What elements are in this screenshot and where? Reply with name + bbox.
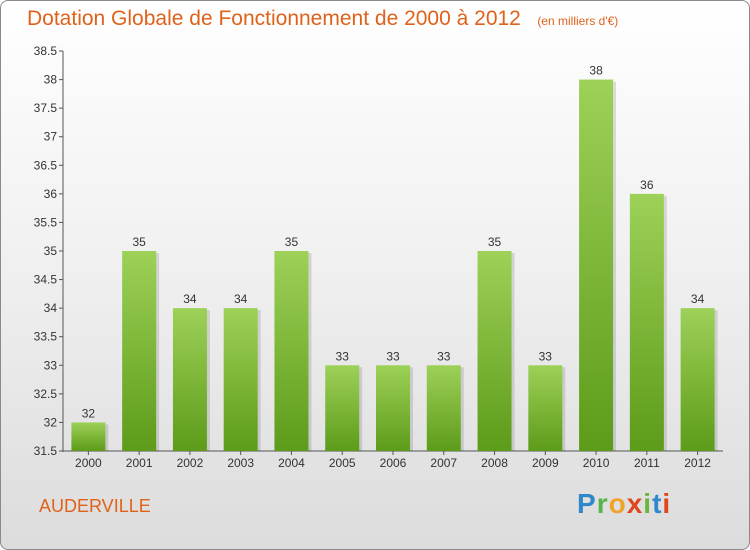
bar <box>71 422 106 451</box>
data-label: 36 <box>640 178 654 192</box>
data-label: 33 <box>336 349 350 363</box>
x-tick-label: 2002 <box>177 456 204 470</box>
y-tick-label: 36 <box>44 187 58 201</box>
data-label: 33 <box>539 349 553 363</box>
y-tick-label: 35 <box>44 244 58 258</box>
bar <box>528 365 563 451</box>
y-tick-label: 36.5 <box>34 158 58 172</box>
y-tick-label: 34.5 <box>34 273 58 287</box>
bars <box>71 79 718 452</box>
x-tick-label: 2006 <box>380 456 407 470</box>
y-tick-label: 33 <box>44 358 58 372</box>
y-tick-label: 32 <box>44 415 58 429</box>
y-tick-label: 37 <box>44 130 58 144</box>
commune-name: AUDERVILLE <box>39 496 151 516</box>
bar <box>629 193 664 451</box>
x-tick-label: 2003 <box>227 456 254 470</box>
bar <box>325 365 360 451</box>
data-labels: 32 35 34 34 35 33 33 33 35 33 38 36 34 <box>82 64 705 421</box>
x-tick-label: 2007 <box>430 456 457 470</box>
bar <box>426 365 461 451</box>
chart-unit: (en milliers d'€) <box>537 14 619 28</box>
title-row: Dotation Globale de Fonctionnement de 20… <box>27 7 618 31</box>
x-tick-label: 2011 <box>634 456 660 470</box>
y-tick-label: 34 <box>44 301 58 315</box>
bar <box>274 251 309 451</box>
y-tick-label: 35.5 <box>34 215 58 229</box>
data-label: 34 <box>691 292 705 306</box>
data-label: 35 <box>285 235 299 249</box>
data-label: 33 <box>386 349 400 363</box>
bar <box>680 308 715 451</box>
y-tick-label: 38.5 <box>34 44 58 58</box>
x-tick-label: 2010 <box>583 456 610 470</box>
x-tick-label: 2012 <box>684 456 711 470</box>
x-tick-label: 2005 <box>329 456 356 470</box>
data-label: 35 <box>488 235 502 249</box>
data-label: 35 <box>132 235 146 249</box>
y-tick-label: 31.5 <box>34 444 58 458</box>
chart-title: Dotation Globale de Fonctionnement de 20… <box>27 7 521 30</box>
bar <box>477 251 512 451</box>
data-label: 38 <box>589 64 603 78</box>
proxiti-logo: Proxiti <box>577 488 672 519</box>
y-tick-label: 38 <box>44 73 58 87</box>
data-label: 34 <box>183 292 197 306</box>
bar <box>122 251 157 451</box>
y-tick-label: 32.5 <box>34 387 58 401</box>
x-tick-label: 2009 <box>532 456 559 470</box>
y-tick-label: 37.5 <box>34 101 58 115</box>
bar <box>376 365 410 451</box>
bar <box>579 79 614 452</box>
data-label: 32 <box>82 406 96 420</box>
bar <box>172 308 207 451</box>
bar <box>223 308 258 451</box>
data-label: 33 <box>437 349 451 363</box>
x-tick-label: 2008 <box>481 456 508 470</box>
x-tick-label: 2001 <box>126 456 153 470</box>
data-label: 34 <box>234 292 248 306</box>
x-tick-label: 2004 <box>278 456 305 470</box>
x-tick-label: 2000 <box>75 456 102 470</box>
y-tick-label: 33.5 <box>34 330 58 344</box>
